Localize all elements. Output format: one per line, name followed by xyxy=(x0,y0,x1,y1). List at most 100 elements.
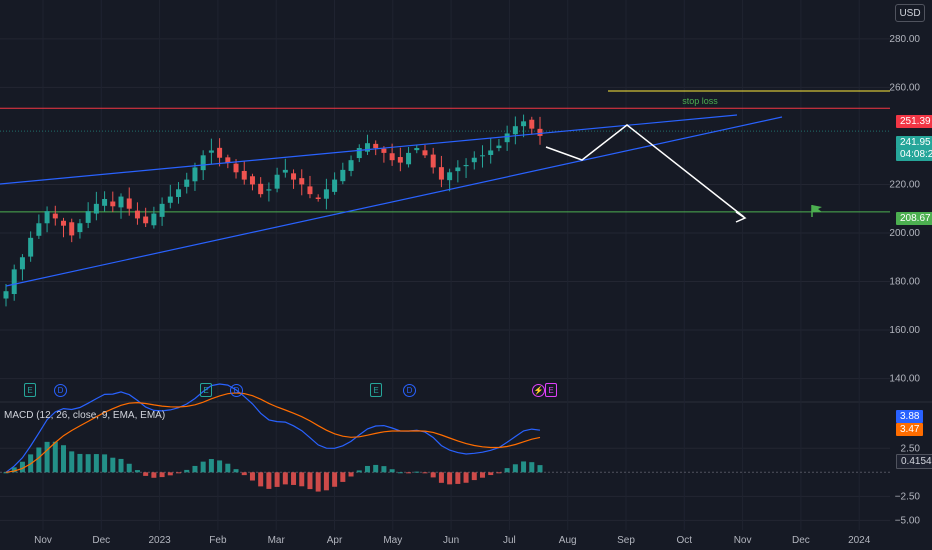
macd-legend[interactable]: MACD (12, 26, close, 9, EMA, EMA) xyxy=(4,410,166,421)
flag-icon[interactable] xyxy=(810,204,824,218)
candle-body xyxy=(249,176,255,185)
candle-body xyxy=(521,121,527,127)
macd-histogram-bar xyxy=(167,472,173,476)
candle-body xyxy=(118,196,124,208)
macd-histogram-bar xyxy=(389,469,395,473)
candle-body xyxy=(291,173,297,180)
candle-body xyxy=(479,155,485,157)
macd-histogram-bar xyxy=(176,472,182,474)
candle-body xyxy=(52,213,58,219)
dividend-icon[interactable]: D xyxy=(403,384,416,397)
macd-tick-label: 2.50 xyxy=(901,443,921,454)
candle-body xyxy=(332,179,338,192)
candle-body xyxy=(200,155,206,171)
candle-body xyxy=(307,186,313,195)
candle-body xyxy=(11,269,17,295)
candle-body xyxy=(430,154,436,168)
macd-histogram-bar xyxy=(479,472,485,478)
candle-body xyxy=(167,196,173,203)
macd-histogram-bar xyxy=(512,464,518,473)
candle-body xyxy=(381,148,387,153)
macd-histogram-bar xyxy=(397,472,403,474)
upper-trend-line xyxy=(0,114,738,185)
signal-value-badge: 3.47 xyxy=(896,423,924,436)
y-tick-label: 220.00 xyxy=(889,179,920,190)
macd-histogram-bar xyxy=(455,472,461,484)
candle-body xyxy=(488,150,494,155)
macd-histogram-bar xyxy=(192,465,198,473)
macd-histogram-bar xyxy=(406,472,412,474)
x-tick-label: Sep xyxy=(617,535,635,546)
macd-histogram-bar xyxy=(69,451,75,473)
macd-histogram-bar xyxy=(422,472,428,474)
split-icon[interactable]: ⚡ xyxy=(532,384,545,397)
macd-histogram-bar xyxy=(340,472,346,482)
x-tick-label: Apr xyxy=(327,535,343,546)
signal-line xyxy=(5,392,541,473)
macd-histogram-bar xyxy=(11,467,17,473)
macd-histogram-bar xyxy=(274,472,280,487)
macd-histogram-bar xyxy=(266,472,272,489)
earnings-icon[interactable]: E xyxy=(370,383,382,397)
candle-body xyxy=(323,189,329,199)
candle-body xyxy=(3,291,9,299)
macd-histogram-bar xyxy=(299,472,305,487)
macd-histogram-bar xyxy=(118,458,124,473)
macd-histogram-bar xyxy=(471,472,477,481)
price-levels xyxy=(0,90,890,473)
macd-histogram-bar xyxy=(44,441,50,473)
macd-histogram-bar xyxy=(143,472,149,476)
macd-histogram-bar xyxy=(356,470,362,473)
macd-histogram-bar xyxy=(3,472,9,474)
dividend-icon[interactable]: D xyxy=(54,384,67,397)
candle-body xyxy=(373,143,379,149)
macd-histogram-bar xyxy=(249,472,255,481)
x-tick-label: 2024 xyxy=(848,535,871,546)
candle-body xyxy=(36,223,42,236)
candle-body xyxy=(266,189,272,191)
currency-button[interactable]: USD xyxy=(895,4,925,22)
candle-body xyxy=(233,163,239,173)
chart-grid xyxy=(0,0,932,530)
macd-histogram-bar xyxy=(447,472,453,485)
arrow-head xyxy=(735,211,747,223)
macd-histogram-bar xyxy=(332,472,338,487)
macd-histogram-bar xyxy=(488,472,494,476)
macd-histogram-bar xyxy=(217,460,223,473)
candle-body xyxy=(364,143,370,152)
macd-histogram-bar xyxy=(184,469,190,473)
candle-body xyxy=(85,211,91,223)
candle-body xyxy=(192,167,198,182)
candle-body xyxy=(44,211,50,224)
candle-body xyxy=(512,126,518,135)
y-tick-label: 260.00 xyxy=(889,82,920,93)
earnings-icon[interactable]: E xyxy=(200,383,212,397)
macd-histogram-bar xyxy=(134,470,140,473)
macd-histogram-bar xyxy=(102,454,108,473)
macd-histogram-bar xyxy=(19,461,25,473)
candle-body xyxy=(356,148,362,159)
macd-histogram-bar xyxy=(241,472,247,476)
macd-histogram-bar xyxy=(307,472,313,490)
histogram-value-badge: 0.4154 xyxy=(896,454,932,469)
macd-histogram-bar xyxy=(36,447,42,473)
upcoming-earnings-icon[interactable]: E xyxy=(545,383,557,397)
candle-body xyxy=(241,170,247,180)
trend-lines xyxy=(0,114,783,287)
earnings-icon[interactable]: E xyxy=(24,383,36,397)
candle-body xyxy=(529,119,535,129)
candle-body xyxy=(69,222,75,236)
resistance-price-badge: 251.39 xyxy=(896,115,932,128)
macd-histogram-bar xyxy=(414,471,420,473)
axis-labels: 280.00 260.00 220.00 200.00 180.00 160.00 140.… xyxy=(34,34,920,546)
y-tick-label: 280.00 xyxy=(889,34,920,45)
candle-body xyxy=(537,128,543,136)
dividend-icon[interactable]: D xyxy=(230,384,243,397)
y-tick-label: 200.00 xyxy=(889,228,920,239)
macd-histogram-bar xyxy=(430,472,436,478)
macd-pane xyxy=(3,383,543,492)
candle-body xyxy=(348,160,354,171)
macd-histogram-bar xyxy=(381,466,387,473)
candle-body xyxy=(414,148,420,151)
